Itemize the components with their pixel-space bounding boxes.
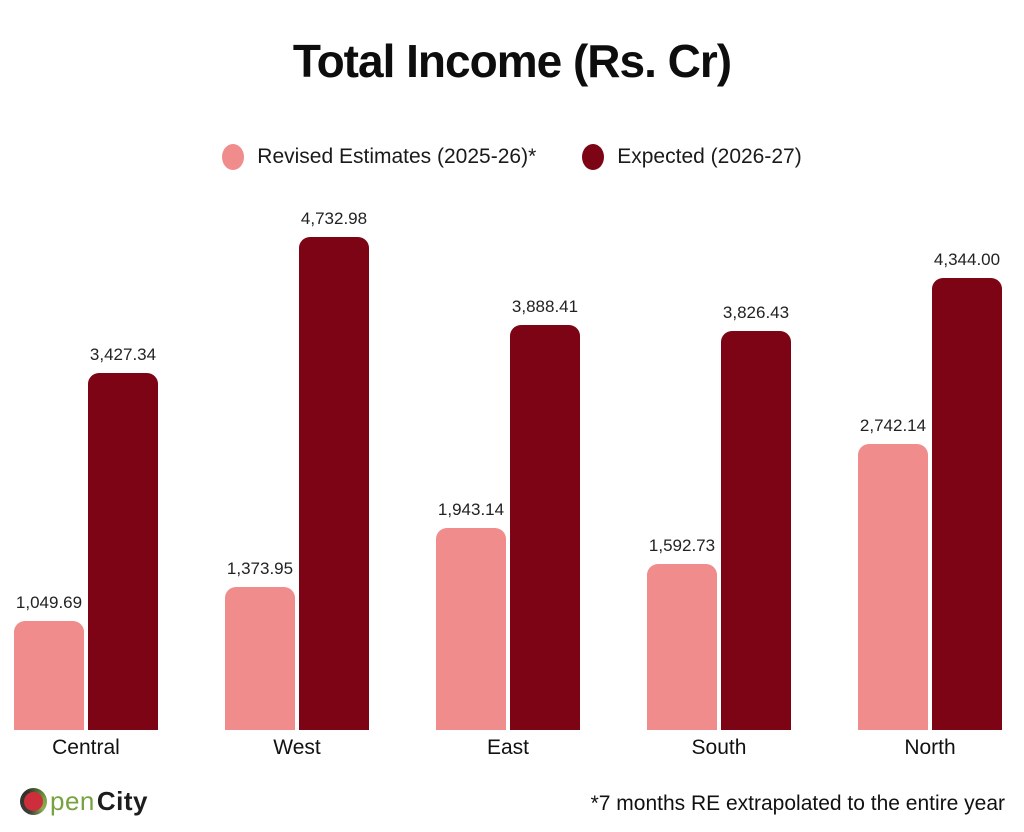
legend-marker-revised-icon <box>222 144 245 170</box>
bar-column-expected-west: 4,732.98 <box>299 209 369 730</box>
bar-expected-north <box>932 278 1002 730</box>
bar-group-south: 1,592.73 3,826.43 <box>647 303 791 730</box>
opencity-logo-icon <box>20 788 47 815</box>
legend-label-revised: Revised Estimates (2025-26)* <box>257 145 537 168</box>
bar-expected-central <box>88 373 158 730</box>
bar-group-east: 1,943.14 3,888.41 <box>436 297 580 730</box>
bar-value-label-revised-central: 1,049.69 <box>15 593 83 612</box>
category-label-north: North <box>904 736 956 759</box>
bar-value-label-expected-south: 3,826.43 <box>722 303 790 322</box>
bar-chart: 1,049.69 3,427.34 1,373.95 4,732.98 1,943.14… <box>14 209 1002 730</box>
bar-column-revised-central: 1,049.69 <box>14 593 84 730</box>
bar-column-revised-east: 1,943.14 <box>436 500 506 730</box>
bar-column-expected-north: 4,344.00 <box>932 250 1002 730</box>
bar-revised-west <box>225 587 295 730</box>
bar-revised-north <box>858 444 928 730</box>
bar-value-label-revised-north: 2,742.14 <box>859 416 927 435</box>
opencity-logo-text-city: City <box>96 786 149 816</box>
bar-group-west: 1,373.95 4,732.98 <box>225 209 369 730</box>
category-axis: Central West East South North <box>0 736 1024 768</box>
opencity-logo-dot-icon <box>24 792 43 811</box>
bar-column-revised-west: 1,373.95 <box>225 559 295 730</box>
bar-value-label-expected-central: 3,427.34 <box>89 345 157 364</box>
bar-value-label-expected-east: 3,888.41 <box>511 297 579 316</box>
footnote: *7 months RE extrapolated to the entire … <box>590 792 1005 815</box>
opencity-logo-text-pen: pen <box>50 786 95 816</box>
bar-expected-south <box>721 331 791 730</box>
opencity-logo: pen City <box>20 786 148 817</box>
category-label-east: East <box>486 736 530 759</box>
bar-group-central: 1,049.69 3,427.34 <box>14 345 158 730</box>
legend-item-expected: Expected (2026-27) <box>582 144 802 170</box>
bar-column-expected-south: 3,826.43 <box>721 303 791 730</box>
category-label-south: South <box>691 736 747 759</box>
bar-expected-east <box>510 325 580 730</box>
legend-item-revised-estimates: Revised Estimates (2025-26)* <box>222 144 536 170</box>
bar-value-label-revised-south: 1,592.73 <box>648 536 716 555</box>
category-label-central: Central <box>52 736 120 759</box>
bar-value-label-expected-north: 4,344.00 <box>933 250 1001 269</box>
bar-group-north: 2,742.14 4,344.00 <box>858 250 1002 730</box>
legend: Revised Estimates (2025-26)* Expected (2… <box>0 144 1024 170</box>
category-label-west: West <box>273 736 321 759</box>
bar-value-label-revised-west: 1,373.95 <box>226 559 294 578</box>
bar-column-revised-south: 1,592.73 <box>647 536 717 730</box>
legend-marker-expected-icon <box>582 144 605 170</box>
bar-revised-south <box>647 564 717 730</box>
chart-title: Total Income (Rs. Cr) <box>292 35 732 87</box>
bar-value-label-expected-west: 4,732.98 <box>300 209 368 228</box>
bar-revised-central <box>14 621 84 730</box>
legend-label-expected: Expected (2026-27) <box>617 145 802 168</box>
bar-value-label-revised-east: 1,943.14 <box>437 500 505 519</box>
bar-expected-west <box>299 237 369 730</box>
bar-column-expected-east: 3,888.41 <box>510 297 580 730</box>
bar-column-expected-central: 3,427.34 <box>88 345 158 730</box>
bar-revised-east <box>436 528 506 730</box>
bar-column-revised-north: 2,742.14 <box>858 416 928 730</box>
